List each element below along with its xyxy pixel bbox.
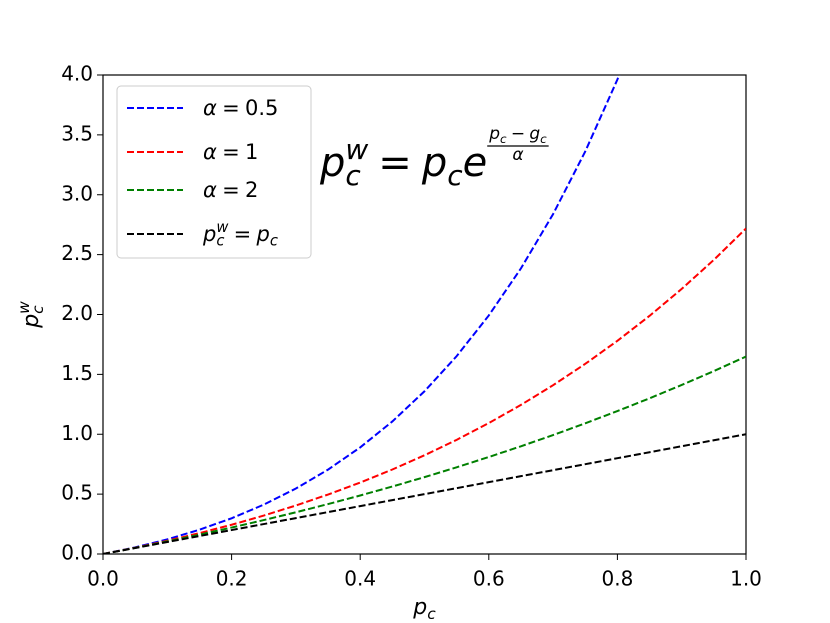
annotation: −: [511, 124, 525, 144]
annotation: p: [421, 140, 447, 186]
legend-label: =: [222, 96, 240, 120]
legend-label: =: [234, 222, 252, 246]
x-tick-label: 0.0: [87, 567, 119, 591]
exponent-numerator-group: p c − g c: [488, 124, 547, 146]
annotation: =: [378, 140, 412, 186]
x-tick-label: 0.6: [473, 567, 505, 591]
annotation: c: [540, 132, 547, 146]
legend-box: [116, 85, 312, 259]
annotation: p: [488, 124, 500, 144]
legend-label: 0.5: [245, 96, 278, 120]
y-tick-label: 1.5: [61, 361, 93, 385]
y-axis-label: p: [19, 314, 44, 329]
annotation: c: [500, 132, 507, 146]
y-axis-label: w: [15, 301, 33, 314]
annotation: α: [512, 145, 523, 165]
legend-label: α: [203, 178, 217, 202]
data-line: [103, 75, 621, 554]
legend-label: α: [203, 140, 217, 164]
annotation: e: [463, 140, 488, 186]
legend-label: α: [203, 96, 217, 120]
annotation: w: [345, 133, 368, 166]
y-tick-label: 2.0: [61, 301, 93, 325]
y-axis-label-group: pcw: [15, 301, 47, 329]
y-tick-label: 0.0: [61, 541, 93, 565]
x-axis-label: p: [412, 595, 427, 620]
x-tick-label: 0.4: [344, 567, 376, 591]
annotation: c: [345, 159, 361, 192]
annotation: g: [529, 124, 540, 144]
legend-label: c: [216, 233, 224, 250]
data-line: [103, 355, 746, 554]
legend-label: c: [270, 233, 278, 250]
x-tick-label: 0.8: [601, 567, 633, 591]
legend-label: =: [222, 178, 240, 202]
x-tick-label: 1.0: [730, 567, 762, 591]
legend-label: 2: [245, 178, 258, 202]
y-tick-label: 1.0: [61, 421, 93, 445]
legend-label: w: [216, 219, 229, 236]
y-tick-label: 3.5: [61, 121, 93, 145]
x-axis-label: c: [427, 605, 436, 623]
legend-label: =: [222, 140, 240, 164]
y-tick-label: 0.5: [61, 481, 93, 505]
annotation: p: [319, 140, 345, 186]
y-axis-label: c: [29, 305, 47, 314]
legend-label: 1: [245, 140, 258, 164]
y-tick-label: 3.0: [61, 181, 93, 205]
legend-label: p: [202, 222, 216, 246]
legend-label: p: [255, 222, 269, 246]
data-line: [103, 433, 746, 554]
x-tick-label: 0.2: [216, 567, 248, 591]
y-tick-label: 4.0: [61, 62, 93, 86]
annotation: c: [447, 159, 463, 192]
y-tick-label: 2.5: [61, 241, 93, 265]
